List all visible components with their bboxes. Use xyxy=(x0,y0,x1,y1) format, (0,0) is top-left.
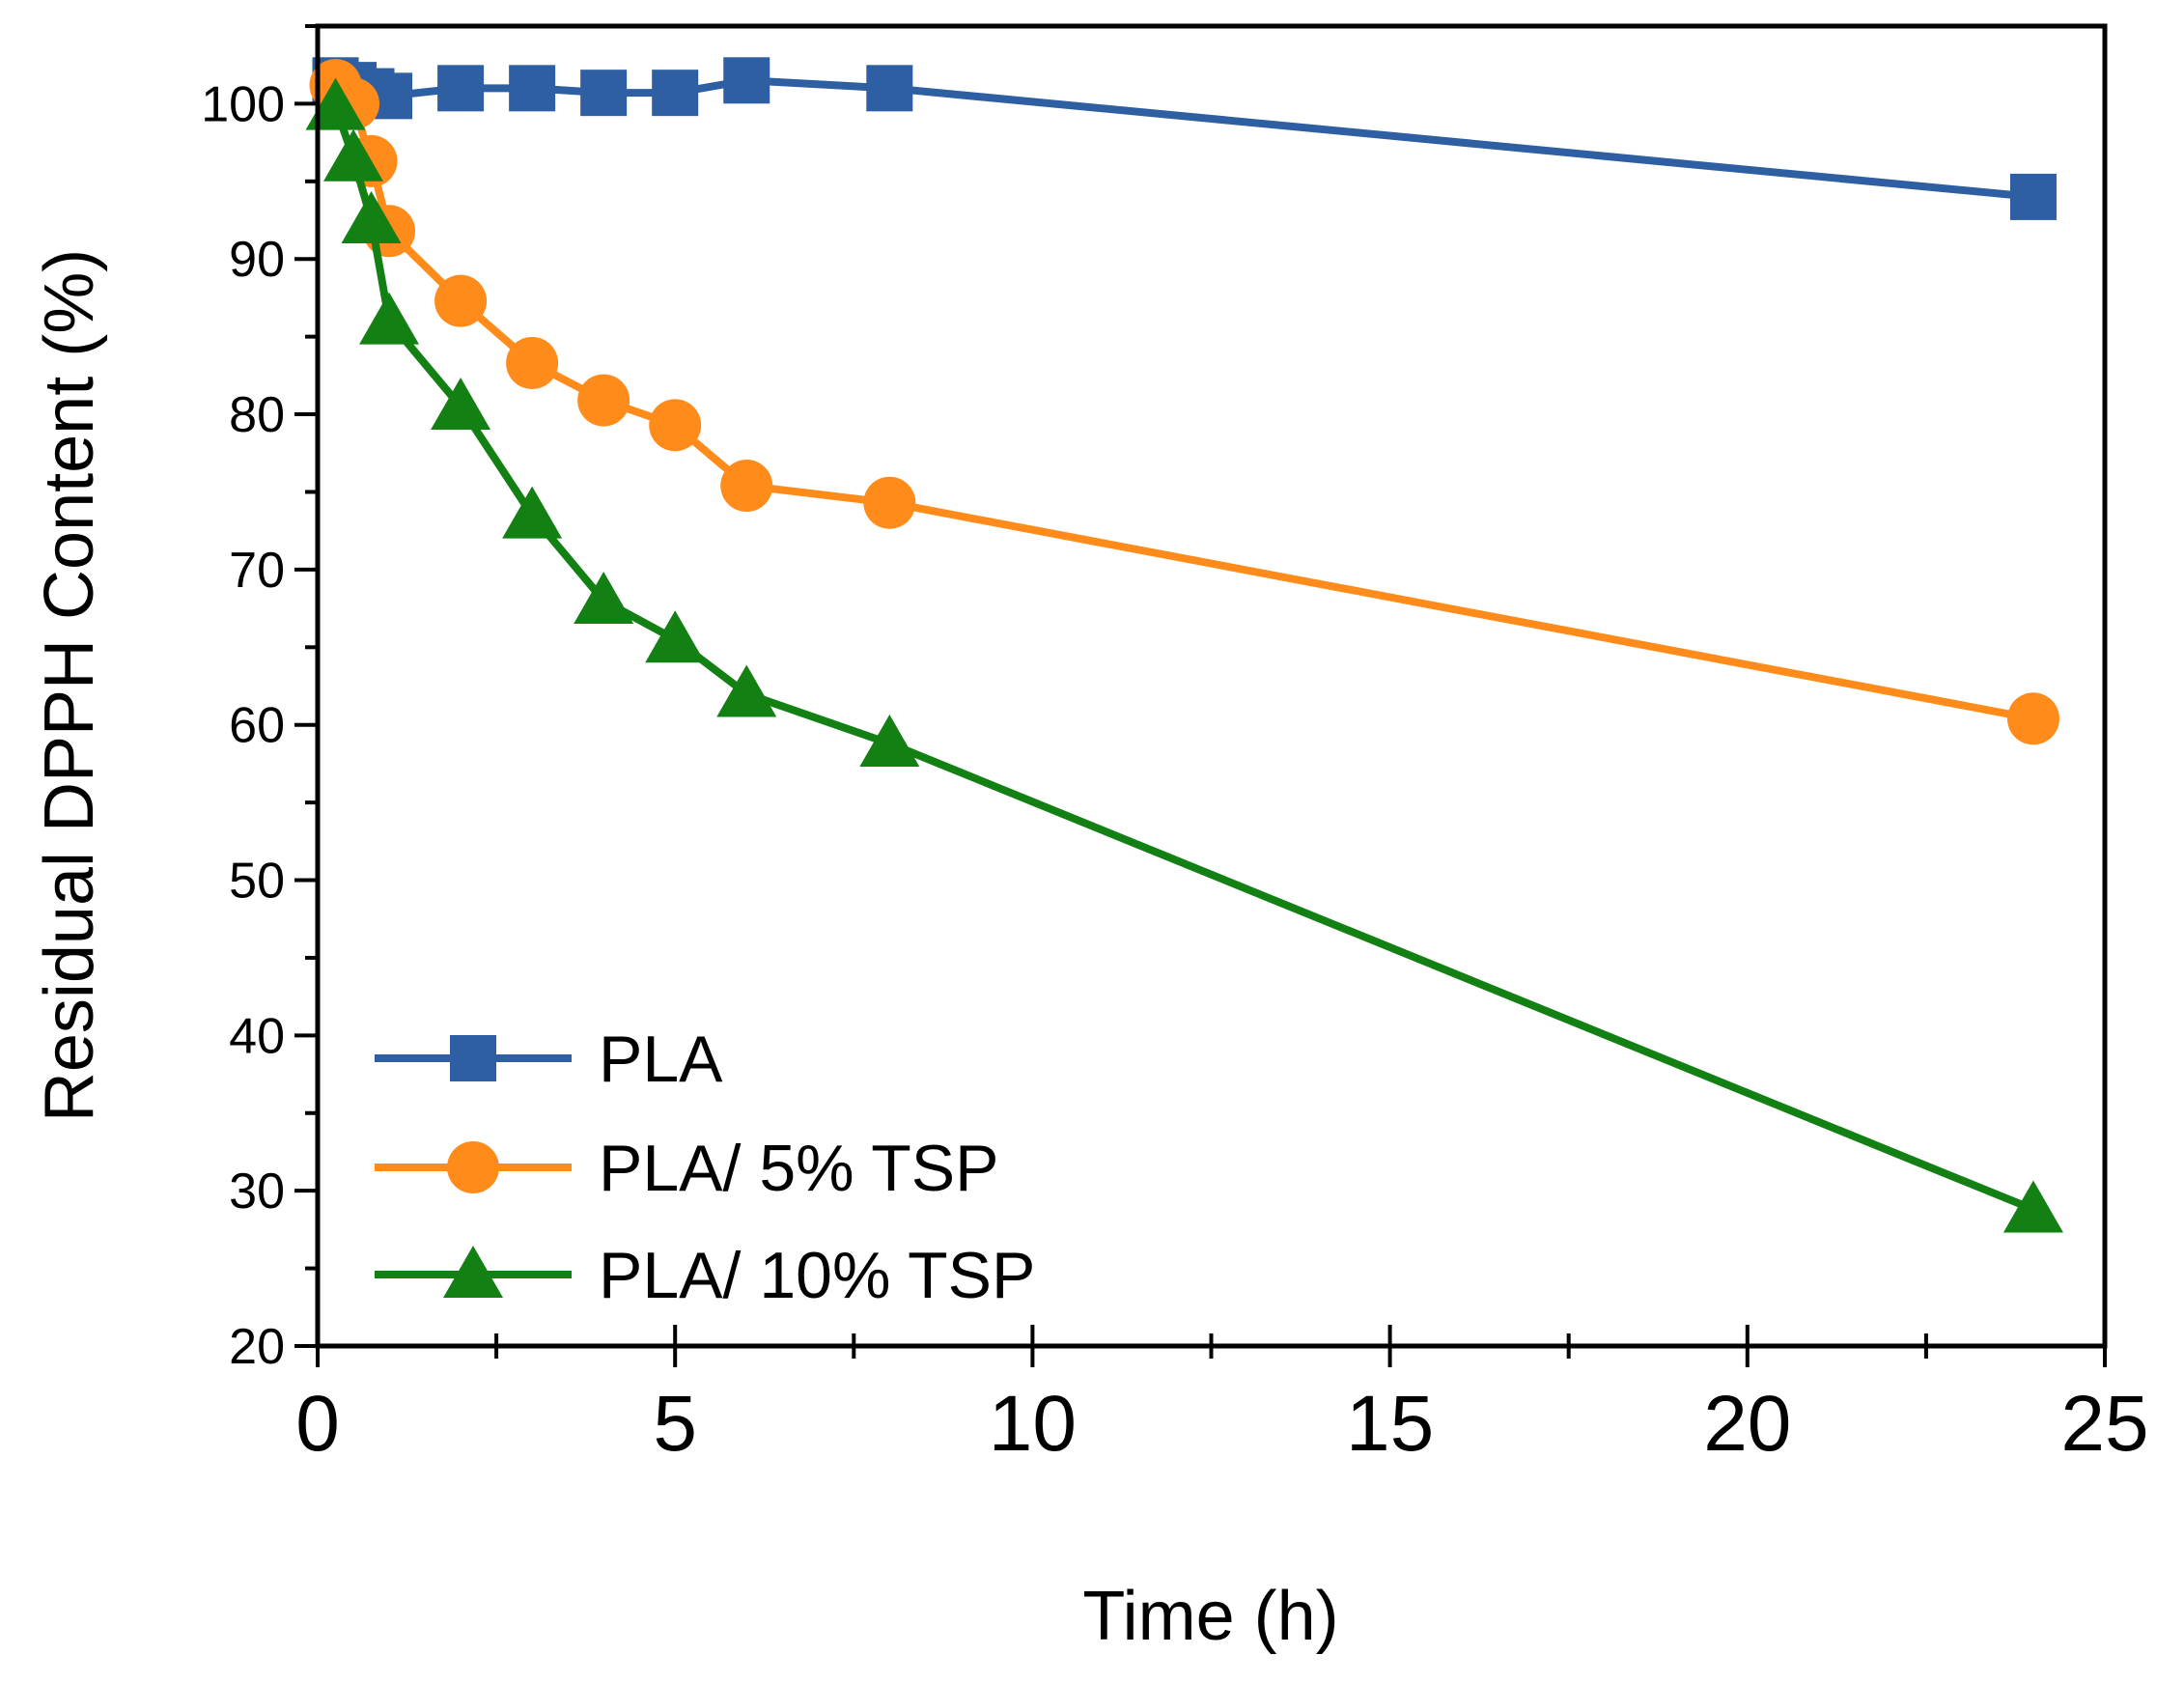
data-point xyxy=(341,191,402,244)
legend-item: PLA/ 10% TSP xyxy=(375,1239,1035,1312)
data-point xyxy=(716,664,777,717)
x-tick-label: 15 xyxy=(1346,1380,1434,1468)
legend-label: PLA xyxy=(599,1023,723,1096)
data-point xyxy=(2006,692,2059,745)
y-tick-label: 70 xyxy=(229,543,285,599)
tick-labels-layer: 0 5 10 15 20 25 20 30 40 50 60 70 80 90 100 xyxy=(201,76,2148,1468)
x-tick-label: 25 xyxy=(2060,1380,2148,1468)
legend-label: PLA/ 5% TSP xyxy=(599,1132,999,1205)
y-tick-label: 100 xyxy=(201,76,285,132)
legend-item: PLA xyxy=(375,1023,723,1096)
data-point xyxy=(2009,173,2057,220)
data-point xyxy=(506,336,559,389)
series-layer xyxy=(305,57,2063,1233)
y-tick-label: 30 xyxy=(229,1164,285,1220)
data-point xyxy=(434,274,488,327)
data-point xyxy=(437,65,485,112)
x-tick-label: 10 xyxy=(989,1380,1077,1468)
y-tick-label: 50 xyxy=(229,854,285,910)
y-tick-label: 60 xyxy=(229,698,285,754)
data-point xyxy=(723,57,770,104)
data-point xyxy=(580,70,628,117)
y-tick-label: 90 xyxy=(229,232,285,288)
legend-marker xyxy=(443,1246,503,1298)
series-line-3 xyxy=(331,105,2035,1214)
data-point xyxy=(431,378,491,431)
x-axis-title: Time (h) xyxy=(1082,1578,1338,1655)
y-tick-label: 20 xyxy=(229,1319,285,1375)
legend-item: PLA/ 5% TSP xyxy=(375,1132,999,1205)
y-tick-label: 80 xyxy=(229,387,285,443)
y-tick-label: 40 xyxy=(229,1008,285,1064)
data-point xyxy=(863,476,916,529)
legend-marker xyxy=(447,1141,499,1193)
data-point xyxy=(574,572,634,625)
data-point xyxy=(2002,1180,2063,1233)
data-point xyxy=(645,610,706,663)
data-point xyxy=(502,486,563,539)
legend-marker xyxy=(450,1035,496,1081)
data-point xyxy=(720,460,773,513)
data-point xyxy=(652,70,699,117)
plot-frame xyxy=(315,23,2108,1349)
series-1 xyxy=(312,57,2057,220)
y-axis-title: Residual DPPH Content (%) xyxy=(31,249,108,1122)
data-point xyxy=(305,77,366,130)
x-tick-label: 0 xyxy=(295,1380,340,1468)
data-point xyxy=(866,65,913,112)
legend-label: PLA/ 10% TSP xyxy=(599,1239,1035,1312)
ticks-layer xyxy=(294,24,2107,1367)
x-tick-label: 5 xyxy=(653,1380,697,1468)
data-point xyxy=(859,715,920,768)
data-point xyxy=(649,399,702,452)
data-point xyxy=(359,292,420,345)
data-point xyxy=(509,65,556,112)
series-3 xyxy=(305,77,2063,1233)
data-point xyxy=(323,128,384,182)
series-2 xyxy=(309,59,2059,745)
x-tick-label: 20 xyxy=(1703,1380,1791,1468)
data-point xyxy=(577,374,630,427)
legend: PLA PLA/ 5% TSP PLA/ 10% TSP xyxy=(375,1023,1035,1312)
